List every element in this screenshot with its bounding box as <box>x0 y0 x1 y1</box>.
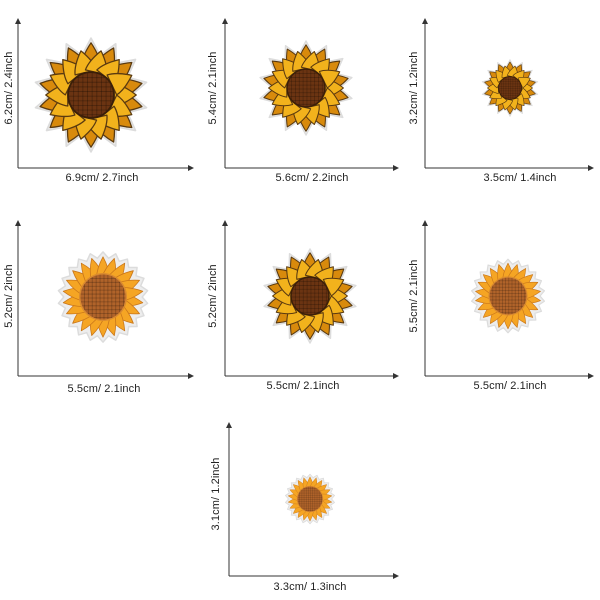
height-label: 5.5cm/ 2.1inch <box>408 259 420 333</box>
width-label: 5.5cm/ 2.1inch <box>67 383 141 395</box>
dimension-axes <box>422 220 594 379</box>
dimension-axes <box>222 220 399 379</box>
patch-7: 3.3cm/ 1.3inch 3.1cm/ 1.2inch <box>200 412 400 600</box>
dimension-axes <box>15 220 194 379</box>
patch-3: 3.5cm/ 1.4inch 3.2cm/ 1.2inch <box>400 0 600 200</box>
sunflower-patch-image <box>468 256 548 336</box>
sunflower-patch-image <box>33 37 149 153</box>
patch-5: 5.5cm/ 2.1inch 5.2cm/ 2inch <box>200 208 400 400</box>
height-label: 6.2cm/ 2.4inch <box>3 51 15 125</box>
sunflower-patch-image <box>54 248 152 346</box>
height-label: 3.1cm/ 1.2inch <box>210 457 222 531</box>
patch-1: 6.9cm/ 2.7inch 6.2cm/ 2.4inch <box>0 0 200 200</box>
sunflower-patch-image <box>262 248 358 344</box>
patch-4: 5.5cm/ 2.1inch 5.2cm/ 2inch <box>0 208 200 400</box>
width-label: 5.5cm/ 2.1inch <box>266 380 340 392</box>
sunflower-patch-image <box>481 59 539 117</box>
dimension-axes <box>15 18 194 171</box>
height-label: 3.2cm/ 1.2inch <box>408 51 420 125</box>
patch-6: 5.5cm/ 2.1inch 5.5cm/ 2.1inch <box>400 208 600 400</box>
dimension-axes <box>226 422 399 579</box>
sunflower-patch-image <box>283 472 337 526</box>
width-label: 5.6cm/ 2.2inch <box>275 172 349 184</box>
dimension-axes <box>422 18 594 171</box>
width-label: 3.3cm/ 1.3inch <box>273 581 347 593</box>
height-label: 5.2cm/ 2inch <box>3 264 15 328</box>
width-label: 6.9cm/ 2.7inch <box>65 172 139 184</box>
dimension-axes <box>222 18 399 171</box>
height-label: 5.4cm/ 2.1inch <box>207 51 219 125</box>
width-label: 5.5cm/ 2.1inch <box>473 380 547 392</box>
sunflower-patch-image <box>258 40 354 136</box>
height-label: 5.2cm/ 2inch <box>207 264 219 328</box>
patch-2: 5.6cm/ 2.2inch 5.4cm/ 2.1inch <box>200 0 400 200</box>
width-label: 3.5cm/ 1.4inch <box>483 172 557 184</box>
